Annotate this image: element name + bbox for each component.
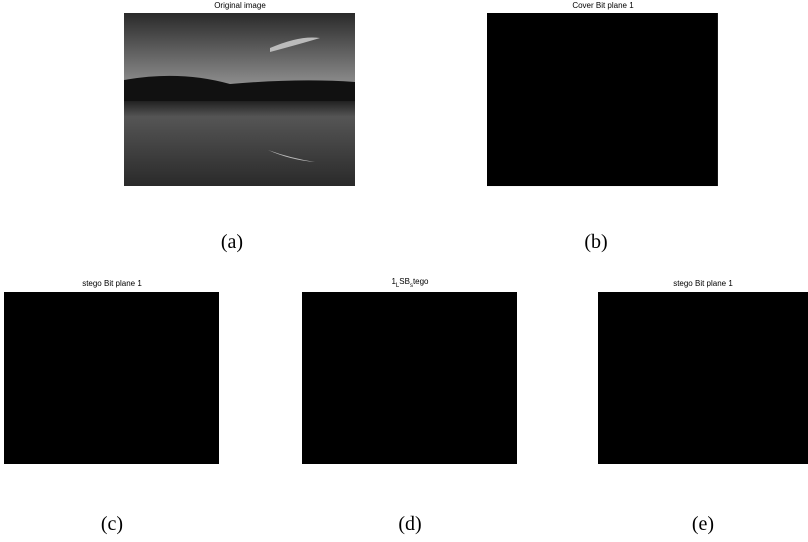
- panel-title: stego Bit plane 1: [82, 279, 142, 288]
- title-part: 1: [391, 277, 396, 286]
- panel-caption: (d): [398, 513, 421, 535]
- panel-caption: (b): [584, 231, 607, 253]
- title-part: SB: [399, 277, 410, 286]
- title-part: tego: [413, 277, 429, 286]
- photo: [124, 13, 355, 186]
- title-part: s: [410, 283, 413, 289]
- bit-plane: [598, 292, 808, 464]
- panel-title: Original image: [214, 1, 266, 10]
- bit-plane: [4, 292, 219, 464]
- panel-title: 1LSBstego: [391, 277, 429, 289]
- panel-caption: (a): [221, 231, 243, 253]
- bit-plane: [487, 13, 718, 186]
- title-part: L: [396, 283, 400, 289]
- panel-title: Cover Bit plane 1: [572, 1, 634, 10]
- panel-title: stego Bit plane 1: [673, 279, 733, 288]
- panel-caption: (c): [101, 513, 123, 535]
- panel-caption: (e): [692, 513, 714, 535]
- bit-plane: [302, 292, 517, 464]
